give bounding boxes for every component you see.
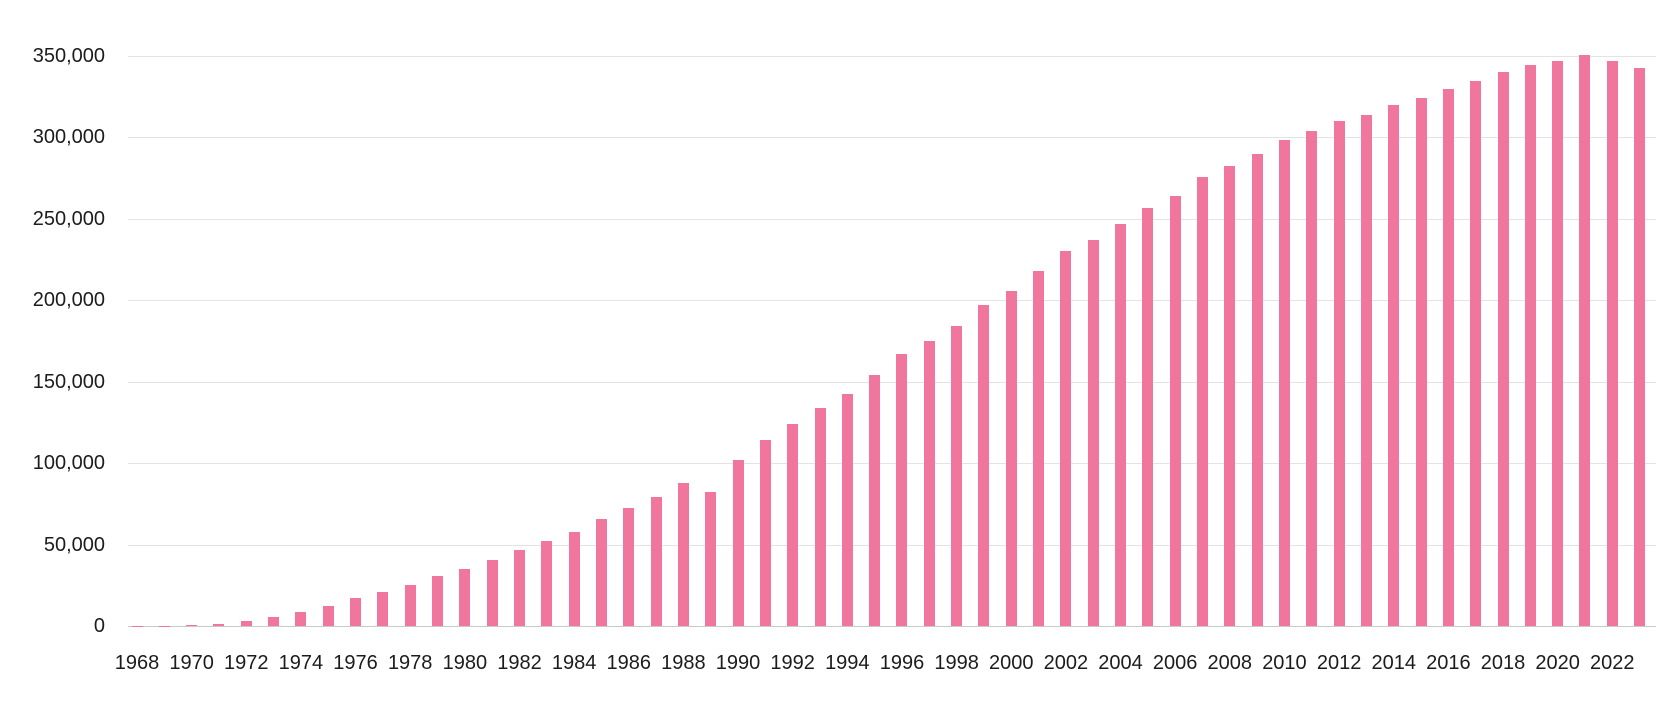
y-axis-tick-label: 150,000 — [32, 371, 105, 393]
x-axis-tick-label: 1978 — [387, 652, 433, 674]
y-axis-tick-label: 300,000 — [32, 126, 105, 148]
gridline — [128, 382, 1656, 383]
x-axis-tick-label: 2020 — [1535, 652, 1580, 674]
x-axis-tick-label: 1968 — [114, 652, 160, 674]
bar[interactable] — [1360, 114, 1372, 626]
x-axis-tick-label: 2016 — [1426, 652, 1471, 674]
bar[interactable] — [541, 541, 553, 626]
gridline — [128, 219, 1656, 220]
bar[interactable] — [1497, 72, 1509, 626]
bar[interactable] — [1552, 60, 1564, 626]
gridline — [128, 56, 1656, 57]
x-axis-tick-label: 2014 — [1371, 652, 1416, 674]
y-axis-tick-label: 350,000 — [32, 45, 105, 67]
bar[interactable] — [1388, 104, 1400, 626]
x-axis-tick-label: 1996 — [879, 652, 925, 674]
x-axis-tick-label: 1972 — [224, 652, 269, 674]
bar[interactable] — [1415, 97, 1427, 626]
x-axis-tick-label: 1984 — [551, 652, 597, 674]
x-axis-tick-label: 2010 — [1262, 652, 1307, 674]
x-axis-tick-label: 1974 — [278, 652, 324, 674]
bar[interactable] — [923, 341, 935, 626]
bar[interactable] — [1579, 55, 1591, 626]
bar[interactable] — [814, 407, 826, 626]
bar[interactable] — [1224, 165, 1236, 626]
bar[interactable] — [377, 591, 389, 626]
bar[interactable] — [1142, 208, 1154, 626]
bar[interactable] — [350, 598, 362, 626]
bar[interactable] — [295, 612, 307, 626]
x-axis-tick-label: 2018 — [1480, 652, 1526, 674]
x-axis-tick-label: 1970 — [169, 652, 214, 674]
x-axis-tick-label: 2008 — [1207, 652, 1253, 674]
x-axis-tick-label: 1982 — [497, 652, 542, 674]
bar[interactable] — [896, 354, 908, 626]
bar[interactable] — [404, 585, 416, 626]
bar[interactable] — [322, 606, 334, 626]
x-axis-tick-label: 2012 — [1316, 652, 1362, 674]
x-axis-tick-label: 1998 — [934, 652, 979, 674]
x-axis-tick-label: 1990 — [715, 652, 761, 674]
bar[interactable] — [1470, 81, 1482, 626]
gridline — [128, 463, 1656, 464]
x-axis-line — [128, 626, 1656, 627]
x-axis-tick-label: 2000 — [988, 652, 1034, 674]
bar[interactable] — [186, 624, 198, 626]
bar[interactable] — [1634, 68, 1646, 626]
x-axis-tick-label: 1988 — [661, 652, 706, 674]
bar[interactable] — [595, 519, 607, 626]
bar[interactable] — [869, 375, 881, 626]
x-axis-tick-label: 2004 — [1098, 652, 1143, 674]
bar[interactable] — [1251, 153, 1263, 626]
y-axis-tick-label: 250,000 — [32, 208, 105, 230]
bar[interactable] — [459, 569, 471, 626]
bar[interactable] — [759, 439, 771, 626]
bar[interactable] — [432, 575, 444, 626]
gridline — [128, 137, 1656, 138]
bar[interactable] — [1005, 291, 1017, 626]
bar[interactable] — [705, 491, 717, 626]
y-axis-tick-label: 50,000 — [43, 534, 105, 556]
bar[interactable] — [787, 424, 799, 626]
bar[interactable] — [1196, 177, 1208, 626]
x-axis-tick-label: 2006 — [1152, 652, 1198, 674]
bar[interactable] — [240, 621, 252, 626]
bar[interactable] — [732, 459, 744, 626]
gridline — [128, 545, 1656, 546]
bar[interactable] — [978, 305, 990, 626]
bar[interactable] — [513, 550, 525, 626]
bar[interactable] — [1115, 223, 1127, 626]
bar[interactable] — [1524, 64, 1536, 626]
gridline — [128, 300, 1656, 301]
bar[interactable] — [1333, 121, 1345, 626]
bar[interactable] — [650, 496, 662, 626]
bar[interactable] — [1278, 139, 1290, 626]
y-axis-tick-label: 100,000 — [32, 452, 105, 474]
x-axis-tick-label: 1992 — [770, 652, 815, 674]
bar[interactable] — [1033, 270, 1045, 626]
bar[interactable] — [623, 507, 635, 626]
bar[interactable] — [1087, 240, 1099, 626]
bar[interactable] — [568, 531, 580, 626]
bar[interactable] — [841, 393, 853, 626]
bar[interactable] — [1306, 130, 1318, 626]
bar[interactable] — [268, 617, 280, 626]
x-axis-tick-label: 1980 — [442, 652, 488, 674]
y-axis-tick-label: 0 — [93, 615, 105, 637]
x-axis-tick-label: 1986 — [606, 652, 652, 674]
bar[interactable] — [486, 560, 498, 626]
bar[interactable] — [1606, 60, 1618, 626]
bar[interactable] — [1060, 251, 1072, 626]
x-axis-tick-label: 1994 — [825, 652, 870, 674]
y-axis-tick-label: 200,000 — [32, 289, 105, 311]
bar[interactable] — [1169, 196, 1181, 626]
bar[interactable] — [213, 623, 225, 626]
bar[interactable] — [951, 326, 963, 626]
x-axis-tick-label: 2022 — [1590, 652, 1635, 674]
bar[interactable] — [677, 482, 689, 626]
bar[interactable] — [1442, 88, 1454, 626]
x-axis-tick-label: 1976 — [333, 652, 378, 674]
x-axis-tick-label: 2002 — [1043, 652, 1089, 674]
